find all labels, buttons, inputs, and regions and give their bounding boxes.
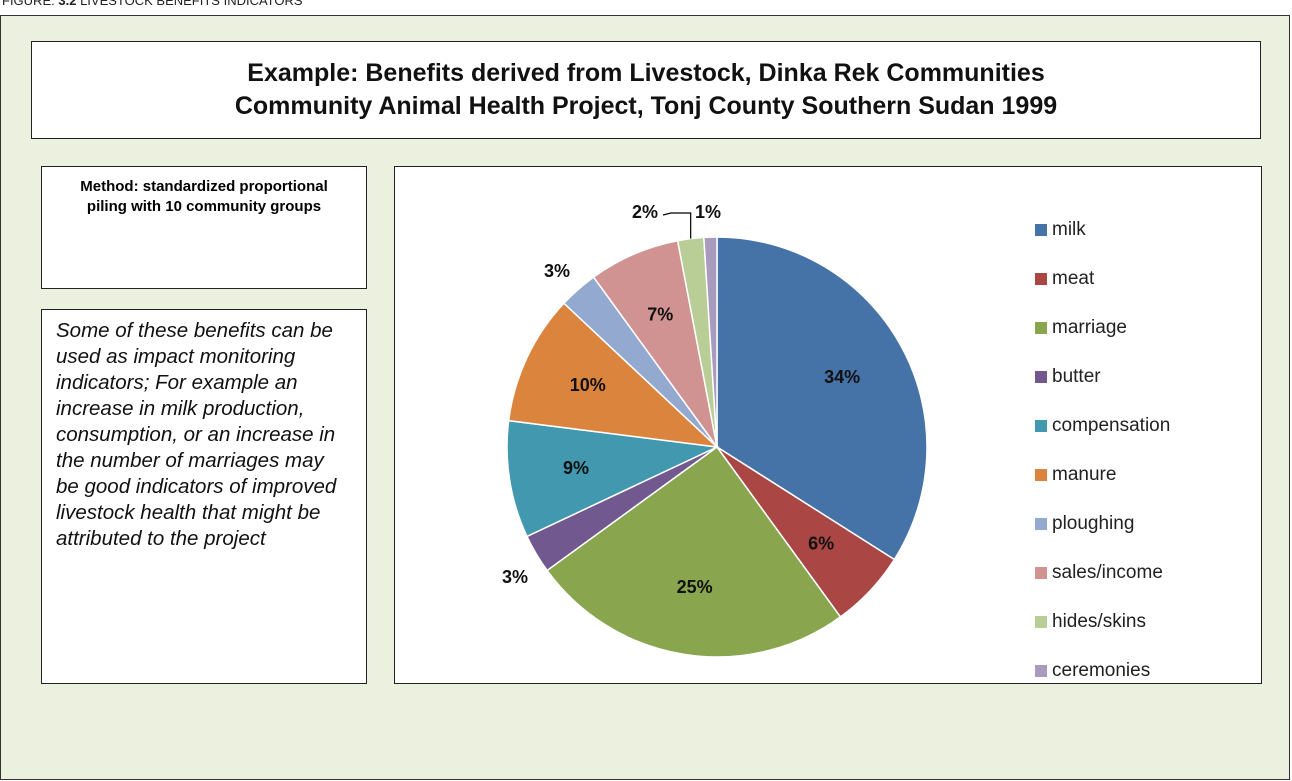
method-box: Method: standardized proportional piling…	[41, 166, 367, 289]
title-box: Example: Benefits derived from Livestock…	[31, 41, 1261, 139]
pie-slice	[716, 236, 928, 561]
caption-label: FIGURE:	[2, 0, 55, 8]
title-line: Example: Benefits derived from Livestock…	[247, 59, 1045, 87]
legend-swatch	[1035, 273, 1047, 285]
legend-label: hides/skins	[1052, 611, 1146, 632]
figure-caption: FIGURE: 3.2 LIVESTOCK BENEFITS INDICATOR…	[2, 0, 303, 8]
legend-swatch	[1035, 322, 1047, 334]
pie-slice	[703, 236, 718, 448]
legend-swatch	[1035, 665, 1047, 677]
data-label: 6%	[808, 534, 834, 554]
legend-swatch	[1035, 224, 1047, 236]
data-label: 1%	[695, 202, 721, 222]
legend-swatch	[1035, 616, 1047, 628]
legend-swatch	[1035, 518, 1047, 530]
legend-label: manure	[1052, 464, 1116, 485]
data-label: 7%	[647, 305, 673, 325]
data-label: 34%	[824, 367, 860, 387]
data-label: 10%	[570, 375, 606, 395]
pie-slice	[506, 419, 720, 538]
caption-number: 3.2	[58, 0, 77, 8]
legend-label: ploughing	[1052, 513, 1134, 534]
title-line: Community Animal Health Project, Tonj Co…	[234, 92, 1058, 120]
caption-text: LIVESTOCK BENEFITS INDICATORS	[80, 0, 303, 8]
data-label: 2%	[632, 202, 658, 222]
legend-swatch	[1035, 567, 1047, 579]
pie-slice	[546, 445, 842, 658]
legend-label: marriage	[1052, 317, 1127, 338]
legend-label: sales/income	[1052, 562, 1163, 583]
legend-label: butter	[1052, 366, 1101, 387]
legend-label: milk	[1052, 219, 1086, 240]
data-label: 25%	[677, 577, 713, 597]
note-box: Some of these benefits can be used as im…	[41, 309, 367, 684]
legend-label: meat	[1052, 268, 1095, 289]
data-label: 3%	[502, 567, 528, 587]
data-label: 9%	[563, 458, 589, 478]
legend-swatch	[1035, 469, 1047, 481]
legend-label: ceremonies	[1052, 660, 1150, 681]
data-label: 3%	[544, 261, 570, 281]
legend-swatch	[1035, 371, 1047, 383]
pie-slice	[507, 302, 720, 449]
legend-label: compensation	[1052, 415, 1170, 436]
legend-swatch	[1035, 420, 1047, 432]
leader-line	[662, 212, 692, 239]
